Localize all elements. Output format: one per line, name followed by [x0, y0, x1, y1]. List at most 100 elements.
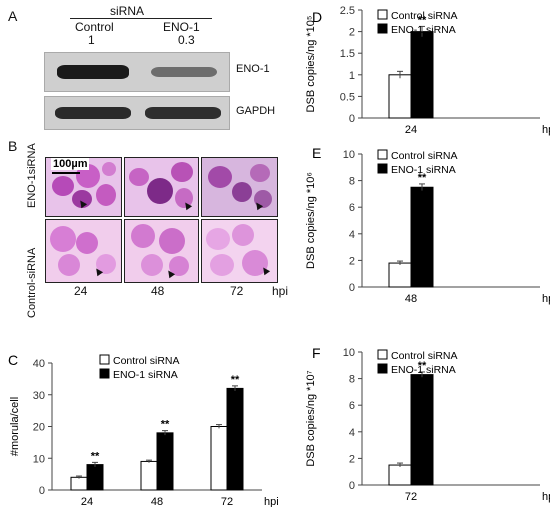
y-tick-label: 6: [349, 400, 355, 412]
significance-label: **: [231, 374, 240, 386]
significance-label: **: [418, 360, 427, 372]
legend-label: ENO-1 siRNA: [391, 364, 456, 376]
legend-swatch: [377, 363, 388, 374]
bar: [86, 464, 104, 491]
legend-label: Control siRNA: [391, 150, 458, 162]
bar: [410, 186, 434, 288]
bar: [388, 74, 412, 119]
bar: [388, 262, 412, 288]
significance-label: **: [91, 450, 100, 462]
panel-b-letter: B: [8, 138, 18, 154]
eno1-band-eno1: [151, 67, 217, 77]
sirna-header: siRNA: [110, 4, 145, 18]
chart-d: D 0 0.5 1 1.5 2 2.5 DSB copies/ng *10⁵ ** 24 hpi Co…: [305, 5, 550, 136]
panel-letter: D: [312, 9, 322, 25]
bar: [156, 432, 174, 491]
y-tick-label: 6: [349, 202, 355, 214]
scale-bar: [52, 172, 80, 174]
chart-f: F 0 2 4 6 8 10 DSB copies/ng *10⁷ ** 72 hpi Control…: [305, 345, 550, 503]
x-axis-label: hpi: [264, 496, 279, 507]
y-tick-label: 10: [343, 149, 355, 161]
x-tick-label: 24: [405, 124, 417, 136]
eno1-blot: [44, 52, 230, 92]
y-tick-label: 1: [349, 70, 355, 82]
time-label-48: 48: [151, 284, 165, 298]
significance-label: **: [418, 14, 427, 26]
legend-swatch: [377, 23, 388, 34]
micrograph-control-48: [124, 219, 199, 283]
x-tick-label: 72: [405, 491, 417, 503]
eno1-blot-label: ENO-1: [236, 63, 270, 75]
micrograph-control-72: [201, 219, 278, 283]
significance-label: **: [161, 419, 170, 431]
y-tick-label: 20: [33, 422, 45, 434]
x-tick-label: 48: [405, 293, 417, 305]
y-tick-label: 0: [349, 480, 355, 492]
time-label-72: 72: [230, 284, 244, 298]
micrograph-eno1-48: [124, 157, 199, 217]
y-tick-label: 2: [349, 255, 355, 267]
y-tick-label: 40: [33, 358, 45, 370]
time-unit-label: hpi: [272, 284, 289, 298]
bar: [226, 387, 244, 491]
bar: [388, 464, 412, 486]
x-axis-label: hpi: [542, 293, 550, 305]
lane-label-control: Control: [75, 20, 114, 34]
bar: [410, 374, 434, 486]
sirna-header-line: [70, 18, 212, 19]
gapdh-blot-label: GAPDH: [236, 105, 276, 117]
y-tick-label: 10: [343, 347, 355, 359]
y-tick-label: 0: [349, 282, 355, 294]
legend-label: ENO-1 siRNA: [113, 369, 178, 381]
panel-letter: C: [8, 352, 18, 368]
micrograph-control-24: [45, 219, 122, 283]
y-axis-label: DSB copies/ng *10⁶: [305, 172, 317, 269]
panel-letter: E: [312, 145, 321, 161]
legend-label: Control siRNA: [391, 10, 458, 22]
legend-label: Control siRNA: [391, 350, 458, 362]
time-label-24: 24: [74, 284, 88, 298]
y-tick-label: 4: [349, 427, 355, 439]
y-tick-label: 10: [33, 453, 45, 465]
legend-swatch: [377, 163, 388, 174]
y-axis-label: DSB copies/ng *10⁷: [305, 370, 317, 466]
y-axis-label: #morula/cell: [9, 397, 21, 456]
chart-c: C 0 10 20 30 40 #morula/cell ** 24 ** 48 ** 72 hpi Con…: [8, 352, 279, 507]
y-tick-label: 8: [349, 176, 355, 188]
legend-swatch: [99, 354, 110, 365]
y-tick-label: 4: [349, 229, 355, 241]
micrograph-eno1-72: [201, 157, 278, 217]
row-label-control: Control-siRNA: [26, 247, 38, 318]
legend-swatch: [377, 9, 388, 20]
lane-label-eno1: ENO-1: [163, 20, 200, 34]
x-tick-label: 48: [151, 496, 163, 507]
y-tick-label: 0.5: [340, 91, 355, 103]
y-tick-label: 0: [349, 113, 355, 125]
y-tick-label: 2: [349, 453, 355, 465]
y-tick-label: 8: [349, 374, 355, 386]
eno1-band-control: [57, 65, 129, 79]
bar: [70, 476, 88, 491]
legend-label: ENO-1 siRNA: [391, 24, 456, 36]
panel-a-letter: A: [8, 8, 18, 24]
x-axis-label: hpi: [542, 491, 550, 503]
y-tick-label: 0: [39, 485, 45, 497]
ratio-eno1: 0.3: [178, 33, 195, 47]
bar: [410, 31, 434, 119]
legend-label: ENO-1 siRNA: [391, 164, 456, 176]
x-tick-label: 24: [81, 496, 93, 507]
y-tick-label: 2.5: [340, 5, 355, 17]
y-axis-label: DSB copies/ng *10⁵: [305, 16, 317, 113]
significance-label: **: [418, 172, 427, 184]
x-axis-label: hpi: [542, 124, 550, 136]
y-tick-label: 1.5: [340, 48, 355, 60]
bar: [140, 460, 158, 491]
gapdh-band-control: [55, 107, 131, 119]
row-label-eno1: ENO-1siRNA: [26, 143, 38, 208]
gapdh-blot: [44, 96, 230, 130]
panel-letter: F: [312, 345, 321, 361]
ratio-control: 1: [88, 33, 95, 47]
y-tick-label: 30: [33, 390, 45, 402]
bar: [210, 426, 228, 491]
gapdh-band-eno1: [145, 107, 221, 119]
